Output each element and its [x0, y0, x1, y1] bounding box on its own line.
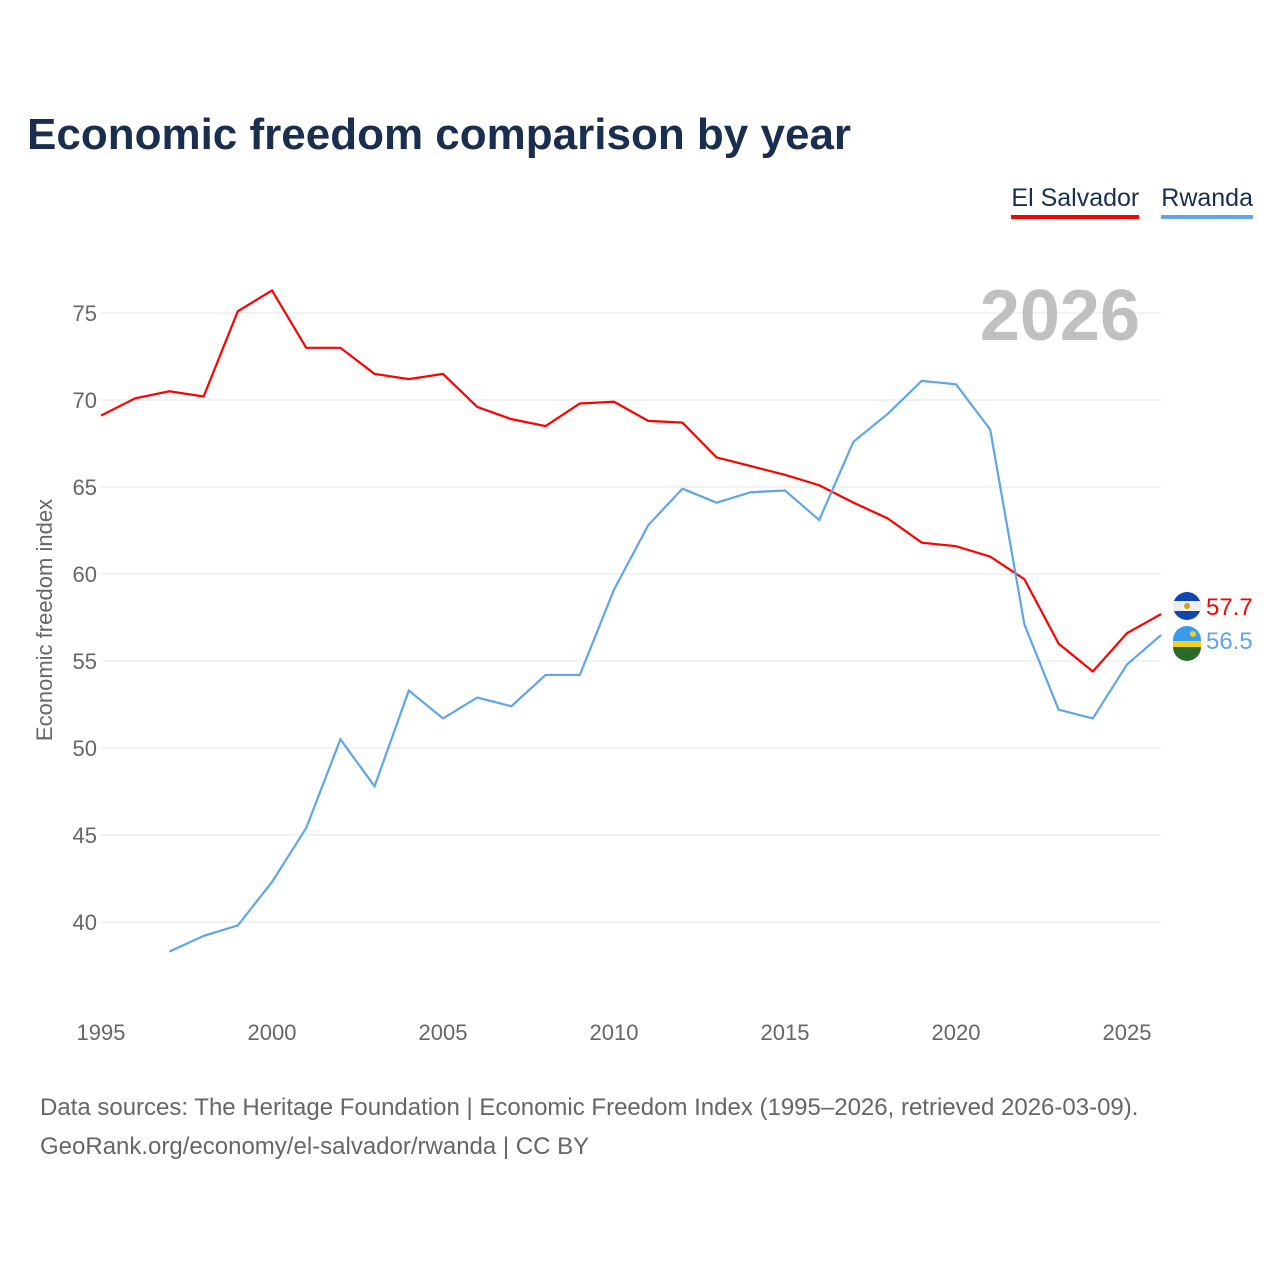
- y-axis-label: Economic freedom index: [32, 499, 57, 741]
- y-tick-label: 60: [73, 562, 97, 587]
- x-tick-label: 2005: [419, 1020, 468, 1045]
- x-tick-label: 2010: [590, 1020, 639, 1045]
- year-watermark: 2026: [980, 276, 1140, 356]
- source-line-1: Data sources: The Heritage Foundation | …: [40, 1094, 1139, 1121]
- y-tick-label: 70: [73, 388, 97, 413]
- x-tick-label: 2025: [1103, 1020, 1152, 1045]
- y-tick-label: 40: [73, 910, 97, 935]
- legend: El Salvador Rwanda: [1011, 184, 1253, 219]
- legend-rwanda[interactable]: Rwanda: [1161, 184, 1253, 219]
- y-tick-label: 50: [73, 736, 97, 761]
- series-line-1: [168, 379, 1162, 953]
- y-tick-label: 75: [73, 301, 97, 326]
- source-note: Data sources: The Heritage Foundation | …: [40, 1088, 1138, 1166]
- y-tick-label: 65: [73, 475, 97, 500]
- y-tick-label: 45: [73, 823, 97, 848]
- series-line-0: [100, 288, 1162, 673]
- y-tick-label: 55: [73, 649, 97, 674]
- x-tick-label: 2000: [248, 1020, 297, 1045]
- end-value-label: 56.5: [1206, 628, 1253, 655]
- x-tick-label: 2015: [761, 1020, 810, 1045]
- x-tick-label: 1995: [77, 1020, 126, 1045]
- end-value-label: 57.7: [1206, 594, 1253, 621]
- x-tick-label: 2020: [932, 1020, 981, 1045]
- legend-el-salvador[interactable]: El Salvador: [1011, 184, 1140, 219]
- source-line-2: GeoRank.org/economy/el-salvador/rwanda |…: [40, 1133, 590, 1160]
- chart-title: Economic freedom comparison by year: [27, 110, 852, 159]
